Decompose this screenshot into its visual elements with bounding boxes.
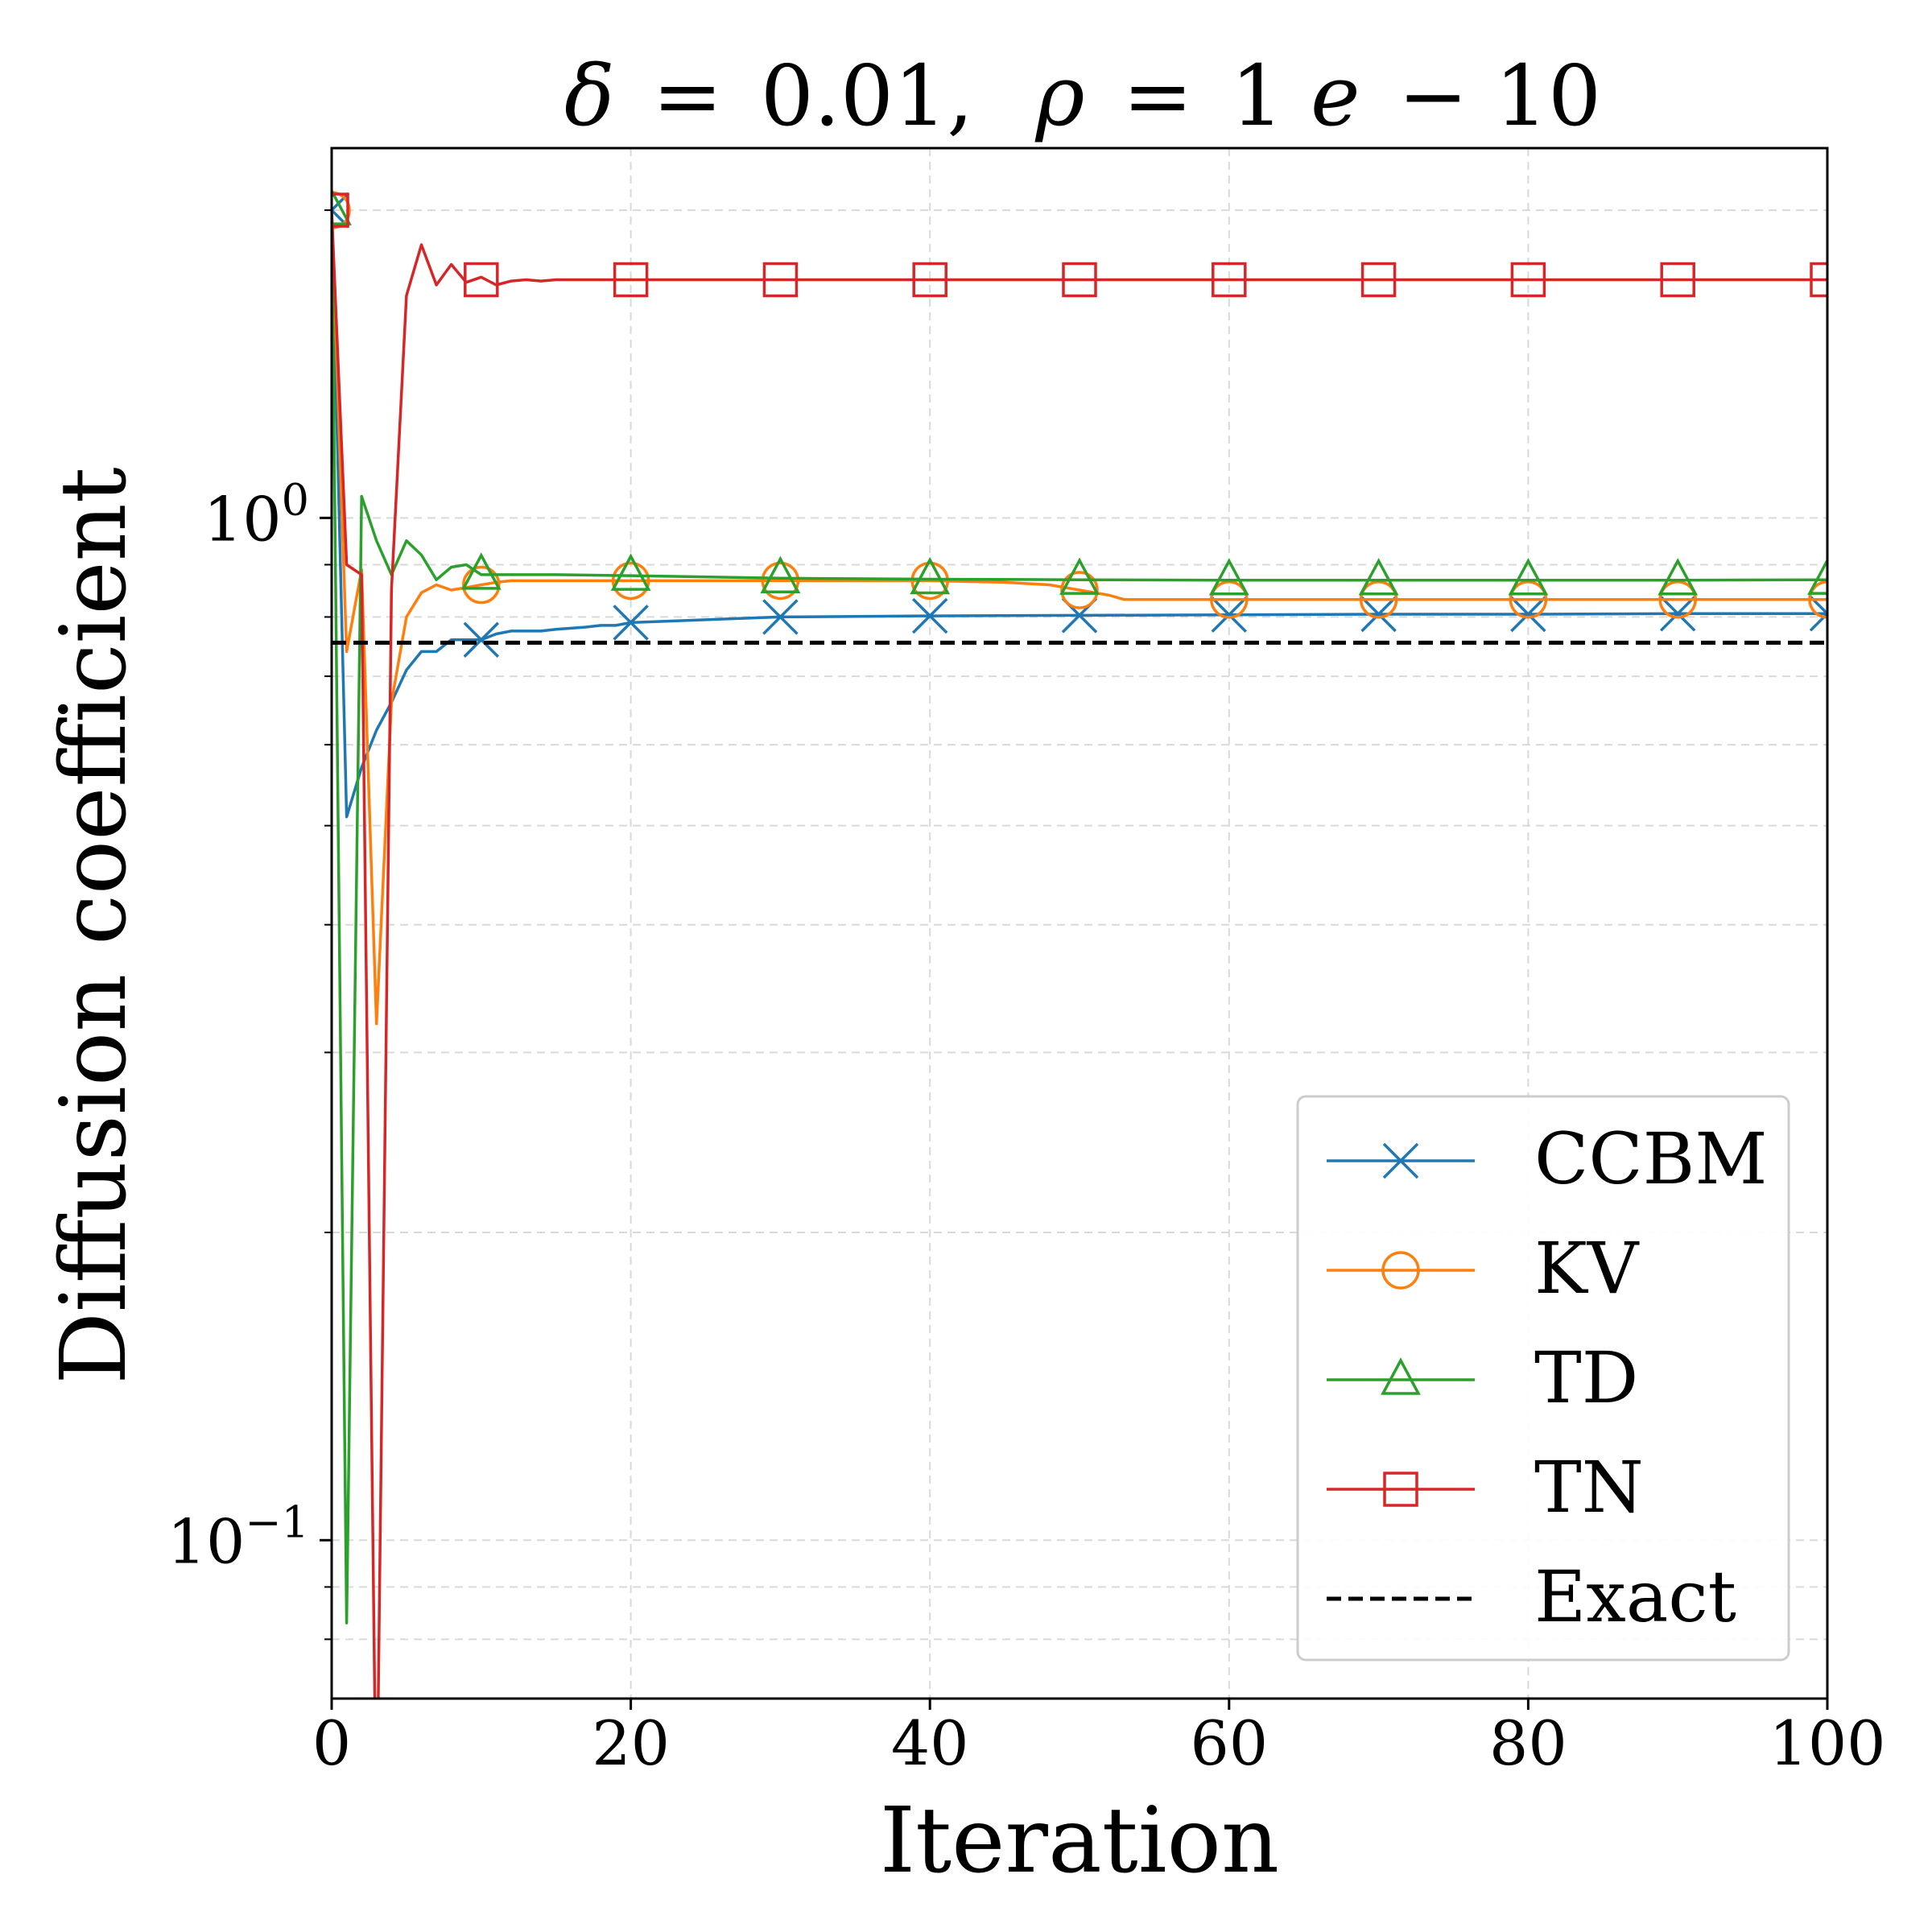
series-kv bbox=[332, 191, 1827, 1026]
legend-marker-ccbm bbox=[1382, 1142, 1419, 1179]
data-point-td bbox=[1059, 557, 1100, 595]
data-point-td bbox=[460, 552, 502, 590]
series-line-tn bbox=[332, 210, 1827, 1699]
x-tick-label: 20 bbox=[592, 1707, 670, 1779]
data-point-ccbm bbox=[1211, 597, 1248, 633]
data-point-kv bbox=[1359, 580, 1398, 619]
legend-item-exact: Exact bbox=[1327, 1555, 1736, 1638]
data-point-kv bbox=[1210, 580, 1249, 619]
legend: CCBM KV TD TN Exact bbox=[1296, 1095, 1790, 1662]
data-point-ccbm bbox=[762, 599, 799, 635]
data-point-td bbox=[1208, 558, 1249, 596]
data-point-ccbm bbox=[1659, 596, 1696, 632]
y-axis-label: Diffusion coefficient bbox=[42, 467, 147, 1385]
y-tick-label: 10−1 bbox=[167, 1496, 309, 1577]
series-line-td bbox=[332, 210, 1827, 1624]
series-line-ccbm bbox=[332, 210, 1827, 819]
data-point-tn bbox=[1510, 262, 1546, 298]
data-point-kv bbox=[1658, 580, 1697, 619]
x-tick-label: 0 bbox=[312, 1707, 351, 1779]
legend-label-ccbm: CCBM bbox=[1534, 1117, 1767, 1200]
series-tn bbox=[332, 192, 1827, 1699]
legend-box bbox=[1296, 1095, 1790, 1662]
data-point-ccbm bbox=[613, 605, 649, 641]
data-point-tn bbox=[912, 262, 947, 298]
data-point-kv bbox=[910, 561, 949, 601]
data-point-td bbox=[910, 556, 951, 595]
data-point-td bbox=[1807, 557, 1827, 595]
y-tick-label: 100 bbox=[204, 474, 309, 555]
data-point-tn bbox=[613, 262, 649, 298]
data-point-tn bbox=[1810, 262, 1827, 298]
x-axis-label: Iteration bbox=[880, 1789, 1279, 1893]
chart-title: δ = 0.01, ρ = 1 e − 10 bbox=[564, 47, 1601, 145]
data-point-ccbm bbox=[1809, 596, 1827, 632]
series-layer bbox=[332, 188, 1827, 1699]
data-point-kv bbox=[611, 561, 650, 601]
data-point-kv bbox=[1509, 580, 1548, 619]
data-point-tn bbox=[1212, 262, 1247, 298]
data-point-tn bbox=[464, 262, 499, 298]
data-point-tn bbox=[762, 262, 799, 298]
data-point-ccbm bbox=[1510, 596, 1546, 633]
legend-item-tn: TN bbox=[1327, 1446, 1644, 1529]
data-point-kv bbox=[462, 565, 501, 605]
legend-item-kv: KV bbox=[1327, 1227, 1640, 1310]
x-tick-label: 80 bbox=[1489, 1707, 1567, 1779]
data-point-td bbox=[610, 553, 651, 591]
data-point-td bbox=[1508, 558, 1549, 596]
grid-lines bbox=[331, 148, 1828, 1699]
legend-label-td: TD bbox=[1534, 1336, 1638, 1419]
legend-label-kv: KV bbox=[1534, 1227, 1640, 1310]
legend-item-ccbm: CCBM bbox=[1327, 1117, 1767, 1200]
data-point-td bbox=[1657, 558, 1699, 596]
legend-marker-kv bbox=[1381, 1251, 1420, 1290]
legend-item-td: TD bbox=[1327, 1336, 1638, 1419]
data-point-kv bbox=[332, 191, 351, 229]
data-point-tn bbox=[1062, 262, 1097, 298]
data-point-kv bbox=[1060, 571, 1099, 609]
data-point-ccbm bbox=[1360, 596, 1397, 633]
series-line-kv bbox=[332, 210, 1827, 1026]
x-tick-label: 40 bbox=[891, 1707, 969, 1779]
data-point-ccbm bbox=[332, 192, 350, 229]
data-point-tn bbox=[1360, 262, 1397, 298]
data-point-kv bbox=[1808, 580, 1827, 619]
x-tick-label: 60 bbox=[1190, 1707, 1268, 1779]
legend-label-tn: TN bbox=[1534, 1446, 1644, 1529]
x-tick-label: 100 bbox=[1769, 1707, 1885, 1779]
data-point-tn bbox=[1660, 262, 1695, 298]
data-point-tn bbox=[332, 192, 349, 228]
axis-ticks: 0 20 40 60 80 100 100 10−1 bbox=[167, 209, 1886, 1779]
series-ccbm bbox=[332, 192, 1827, 819]
series-td bbox=[332, 188, 1827, 1624]
legend-marker-td bbox=[1381, 1357, 1421, 1395]
plot-frame bbox=[330, 147, 1829, 1700]
data-point-ccbm bbox=[463, 621, 500, 658]
data-point-td bbox=[332, 188, 352, 225]
data-point-kv bbox=[761, 561, 800, 601]
data-point-td bbox=[760, 555, 801, 594]
legend-label-exact: Exact bbox=[1534, 1555, 1736, 1638]
data-point-ccbm bbox=[911, 597, 948, 634]
data-point-td bbox=[1358, 558, 1399, 596]
legend-marker-tn bbox=[1383, 1472, 1418, 1507]
